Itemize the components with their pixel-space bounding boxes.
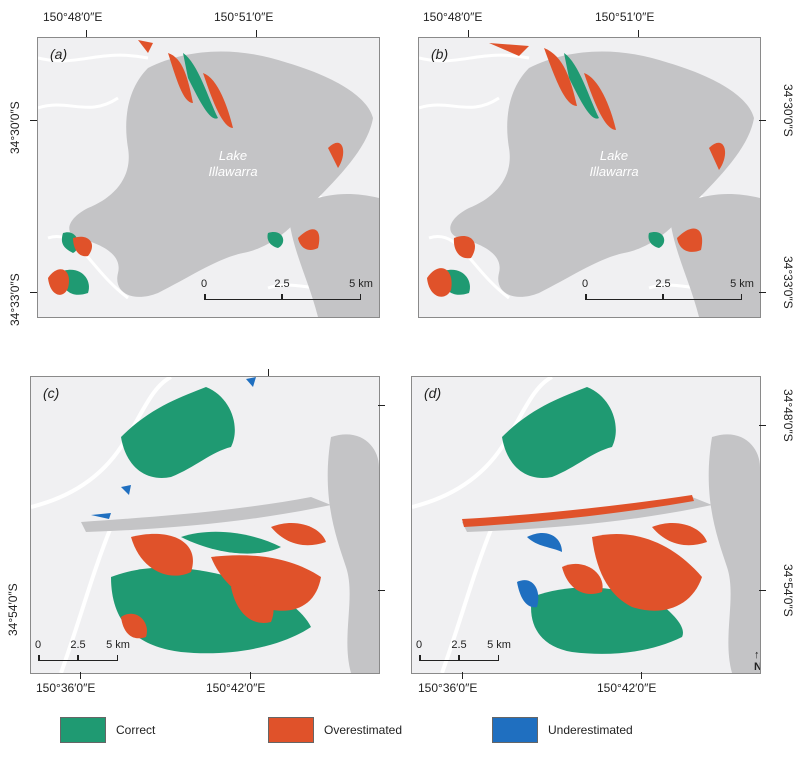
lat-label-b-30: 34°30′0″S bbox=[781, 84, 795, 137]
legend-item-underestimated: Underestimated bbox=[492, 717, 633, 743]
tick bbox=[759, 425, 766, 426]
panel-b-label: (b) bbox=[431, 46, 449, 62]
lake-label-line1: Lake bbox=[218, 148, 248, 163]
lat-label-c-54: 34°54′0″S bbox=[6, 583, 20, 636]
underestimated-patches bbox=[517, 532, 562, 608]
tick bbox=[250, 672, 251, 679]
underestimated-patches bbox=[91, 377, 256, 519]
lat-label-b-33: 34°33′0″S bbox=[781, 256, 795, 309]
lat-label-a-30: 34°30′0″S bbox=[8, 101, 22, 154]
lake-water bbox=[450, 51, 754, 297]
lat-label-d-48: 34°48′0″S bbox=[781, 389, 795, 442]
panel-d-label: (d) bbox=[424, 385, 442, 401]
scalebar-a-label-1: 2.5 bbox=[274, 278, 290, 290]
bottom-lon-label-c2: 150°42′0″E bbox=[206, 681, 266, 695]
tick bbox=[268, 369, 269, 376]
overestimated-patches bbox=[427, 43, 726, 297]
scalebar-c-label-0: 0 bbox=[34, 639, 42, 651]
scalebar-b-label-2: 5 km bbox=[730, 278, 754, 290]
scalebar-b-label-1: 2.5 bbox=[655, 278, 671, 290]
legend-swatch-correct bbox=[60, 717, 106, 743]
legend-label-overestimated: Overestimated bbox=[324, 723, 403, 737]
scalebar-c-label-1: 2.5 bbox=[70, 639, 86, 651]
scalebar-c: 0 2.5 5 km bbox=[34, 639, 130, 667]
map-c-svg bbox=[31, 377, 379, 673]
tick bbox=[638, 30, 639, 37]
overestimated-patches bbox=[121, 522, 326, 639]
tick bbox=[462, 672, 463, 679]
tick bbox=[468, 30, 469, 37]
map-panel-c: (c) 0 2.5 5 km bbox=[30, 376, 380, 674]
scalebar-b: 0 2.5 5 km bbox=[581, 278, 754, 306]
top-lon-label-a2: 150°51′0″E bbox=[214, 10, 274, 24]
lake-label: Lake Illawarra bbox=[198, 148, 268, 180]
tick bbox=[759, 590, 766, 591]
river bbox=[81, 497, 331, 532]
scalebar-a-label-0: 0 bbox=[200, 278, 208, 290]
sea bbox=[708, 434, 760, 673]
scalebar-d-label-0: 0 bbox=[415, 639, 423, 651]
tick bbox=[759, 292, 766, 293]
scalebar-a-label-2: 5 km bbox=[349, 278, 373, 290]
top-lon-label-b2: 150°51′0″E bbox=[595, 10, 655, 24]
overestimated-patches bbox=[48, 40, 344, 295]
panel-c-label: (c) bbox=[43, 385, 60, 401]
roads bbox=[412, 377, 554, 673]
tick bbox=[256, 30, 257, 37]
bottom-lon-label-d1: 150°36′0″E bbox=[418, 681, 478, 695]
lake-label-line2: Illawarra bbox=[208, 164, 258, 179]
scalebar-d-label-1: 2.5 bbox=[451, 639, 467, 651]
lake-label: Lake Illawarra bbox=[579, 148, 649, 180]
bottom-lon-label-c1: 150°36′0″E bbox=[36, 681, 96, 695]
roads bbox=[31, 377, 173, 673]
tick bbox=[378, 590, 385, 591]
north-icon: ↑ bbox=[754, 649, 760, 661]
lake-label-line1: Lake bbox=[599, 148, 629, 163]
north-arrow: ↑ N bbox=[754, 649, 760, 673]
map-panel-d: (d) 0 2.5 5 km ↑ N bbox=[411, 376, 761, 674]
tick bbox=[378, 405, 385, 406]
map-panel-a: (a) Lake Illawarra 0 2.5 5 km bbox=[37, 37, 380, 318]
lat-label-a-33: 34°33′0″S bbox=[8, 273, 22, 326]
north-label: N bbox=[754, 661, 760, 673]
lake-water bbox=[69, 51, 374, 297]
scalebar-d: 0 2.5 5 km bbox=[415, 639, 511, 667]
scalebar-c-label-2: 5 km bbox=[106, 639, 130, 651]
legend-label-correct: Correct bbox=[116, 723, 156, 737]
legend-swatch-overestimated bbox=[268, 717, 314, 743]
map-b-svg bbox=[419, 43, 760, 317]
map-panel-b: (b) Lake Illawarra 0 2.5 5 km bbox=[418, 37, 761, 318]
map-d-svg bbox=[412, 377, 760, 673]
scalebar-a: 0 2.5 5 km bbox=[200, 278, 373, 306]
sea bbox=[327, 434, 379, 673]
legend-item-correct: Correct bbox=[60, 717, 155, 743]
overestimated-patches bbox=[462, 495, 707, 611]
top-lon-label-a1: 150°48′0″E bbox=[43, 10, 103, 24]
tick bbox=[759, 120, 766, 121]
tick bbox=[641, 672, 642, 679]
tick bbox=[86, 30, 87, 37]
legend-label-underestimated: Underestimated bbox=[548, 723, 633, 737]
legend-swatch-underestimated bbox=[492, 717, 538, 743]
lake-label-line2: Illawarra bbox=[589, 164, 639, 179]
tick bbox=[30, 120, 37, 121]
map-a-svg bbox=[38, 40, 379, 317]
top-lon-label-b1: 150°48′0″E bbox=[423, 10, 483, 24]
panel-a-label: (a) bbox=[50, 46, 68, 62]
lat-label-d-54: 34°54′0″S bbox=[781, 564, 795, 617]
tick bbox=[30, 292, 37, 293]
scalebar-b-label-0: 0 bbox=[581, 278, 589, 290]
scalebar-d-label-2: 5 km bbox=[487, 639, 511, 651]
bottom-lon-label-d2: 150°42′0″E bbox=[597, 681, 657, 695]
legend-item-overestimated: Overestimated bbox=[268, 717, 402, 743]
tick bbox=[80, 672, 81, 679]
